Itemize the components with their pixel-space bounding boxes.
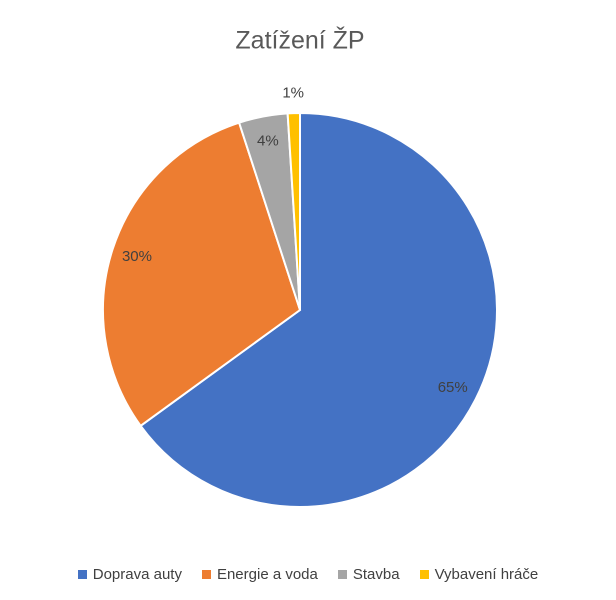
legend-item: Energie a voda: [201, 566, 318, 583]
legend-swatch: [419, 570, 429, 579]
legend-label: Stavba: [352, 566, 400, 583]
data-label: 65%: [438, 379, 468, 396]
legend-label: Doprava auty: [92, 566, 182, 583]
legend-swatch: [337, 570, 347, 579]
legend-item: Vybavení hráče: [419, 566, 539, 583]
data-label: 1%: [282, 84, 304, 101]
chart-title: Zatížení ŽP: [235, 26, 364, 55]
pie-slice: [139, 111, 498, 508]
legend-item: Stavba: [337, 566, 400, 583]
data-label: 30%: [122, 248, 152, 265]
legend-item: Doprava auty: [77, 566, 182, 583]
legend-swatch: [201, 570, 211, 579]
legend-swatch: [77, 570, 87, 579]
legend-label: Energie a voda: [216, 566, 318, 583]
chart-svg: Zatížení ŽP 65% 30% 4% 1%: [102, 26, 498, 508]
legend: Doprava auty Energie a voda Stavba Vybavení…: [0, 566, 616, 583]
legend-label: Vybavení hráče: [434, 566, 539, 583]
pie-slice: [286, 111, 301, 311]
pie-slice: [102, 121, 302, 428]
data-label: 4%: [257, 133, 279, 150]
